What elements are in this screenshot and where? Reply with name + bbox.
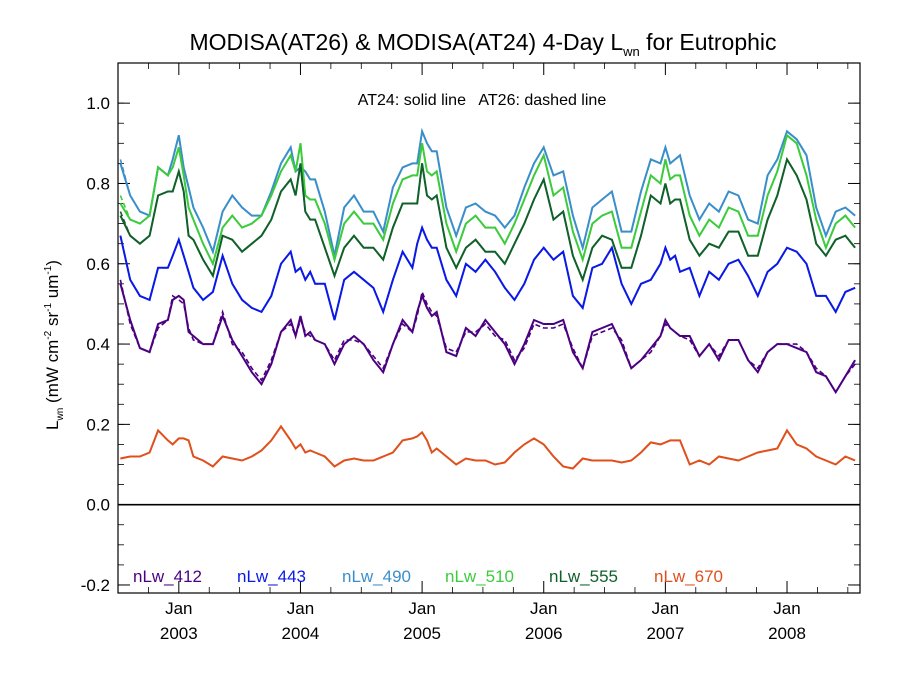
title-subscript: wn xyxy=(622,44,640,59)
series-line-nlw-490-at24-solid xyxy=(119,127,856,256)
x-tick-year-label: 2008 xyxy=(768,624,806,643)
series-line-nlw-490-at26-dashed xyxy=(119,128,856,256)
y-tick-label: 0.2 xyxy=(86,415,110,434)
title-main: MODISA(AT26) & MODISA(AT24) 4-Day L xyxy=(189,29,623,55)
y-tick-label: 0.8 xyxy=(86,174,110,193)
series-line-nlw-443-at26-dashed xyxy=(119,225,856,321)
x-tick-month-label: Jan xyxy=(530,599,557,618)
x-tick-year-label: 2005 xyxy=(403,624,441,643)
plot-area: -0.2 0.0 0.2 0.4 0.6 0.8 1.0 Jan 2003 Jan 2004 Jan 2… xyxy=(81,62,861,643)
legend-label-nlw-412: nLw_412 xyxy=(133,567,202,586)
ylabel-mid2: um xyxy=(43,275,62,303)
chart-title: MODISA(AT26) & MODISA(AT24) 4-Day Lwn fo… xyxy=(189,29,776,59)
ylabel-mid1: sr xyxy=(43,312,62,331)
ylabel-subscript: wn xyxy=(55,408,66,422)
legend-label-nlw-443: nLw_443 xyxy=(237,567,306,586)
x-tick-year-label: 2007 xyxy=(646,624,684,643)
y-tick-label: 1.0 xyxy=(86,94,110,113)
x-tick-month-label: Jan xyxy=(287,599,314,618)
y-tick-label: 0.4 xyxy=(86,335,110,354)
x-tick-year-label: 2004 xyxy=(282,624,320,643)
legend-label-nlw-510: nLw_510 xyxy=(445,567,514,586)
series-line-nlw-555-at24-solid xyxy=(119,156,856,283)
series-line-nlw-510-at24-solid xyxy=(119,133,856,267)
x-tick-year-label: 2003 xyxy=(160,624,198,643)
series-line-nlw-443-at24-solid xyxy=(119,224,856,321)
legend-label-nlw-555: nLw_555 xyxy=(549,567,618,586)
x-tick-year-label: 2006 xyxy=(525,624,563,643)
y-axis-label: Lwn (mW cm-2 sr-1 um-1) xyxy=(43,260,66,430)
x-tick-month-label: Jan xyxy=(652,599,679,618)
legend-label-nlw-670: nLw_670 xyxy=(654,567,723,586)
x-tick-month-label: Jan xyxy=(408,599,435,618)
ylabel-exp1: -2 xyxy=(43,330,54,339)
ylabel-paren: (mW cm xyxy=(43,340,62,408)
x-tick-month-label: Jan xyxy=(773,599,800,618)
title-suffix: for Eutrophic xyxy=(640,29,777,55)
y-tick-label: 0.6 xyxy=(86,255,110,274)
legend-label-nlw-490: nLw_490 xyxy=(342,567,411,586)
series-line-nlw-670-at24-solid xyxy=(120,424,856,470)
x-tick-month-label: Jan xyxy=(165,599,192,618)
y-tick-label: -0.2 xyxy=(81,576,110,595)
ylabel-end: ) xyxy=(43,260,62,266)
series-line-nlw-412-at24-solid xyxy=(119,283,856,395)
ylabel-exp2: -1 xyxy=(43,303,54,312)
ylabel-main: L xyxy=(43,420,62,429)
y-tick-label: 0.0 xyxy=(86,496,110,515)
line-style-annotation: AT24: solid line AT26: dashed line xyxy=(358,92,607,109)
ylabel-exp3: -1 xyxy=(43,265,54,274)
plot-frame xyxy=(117,62,861,594)
